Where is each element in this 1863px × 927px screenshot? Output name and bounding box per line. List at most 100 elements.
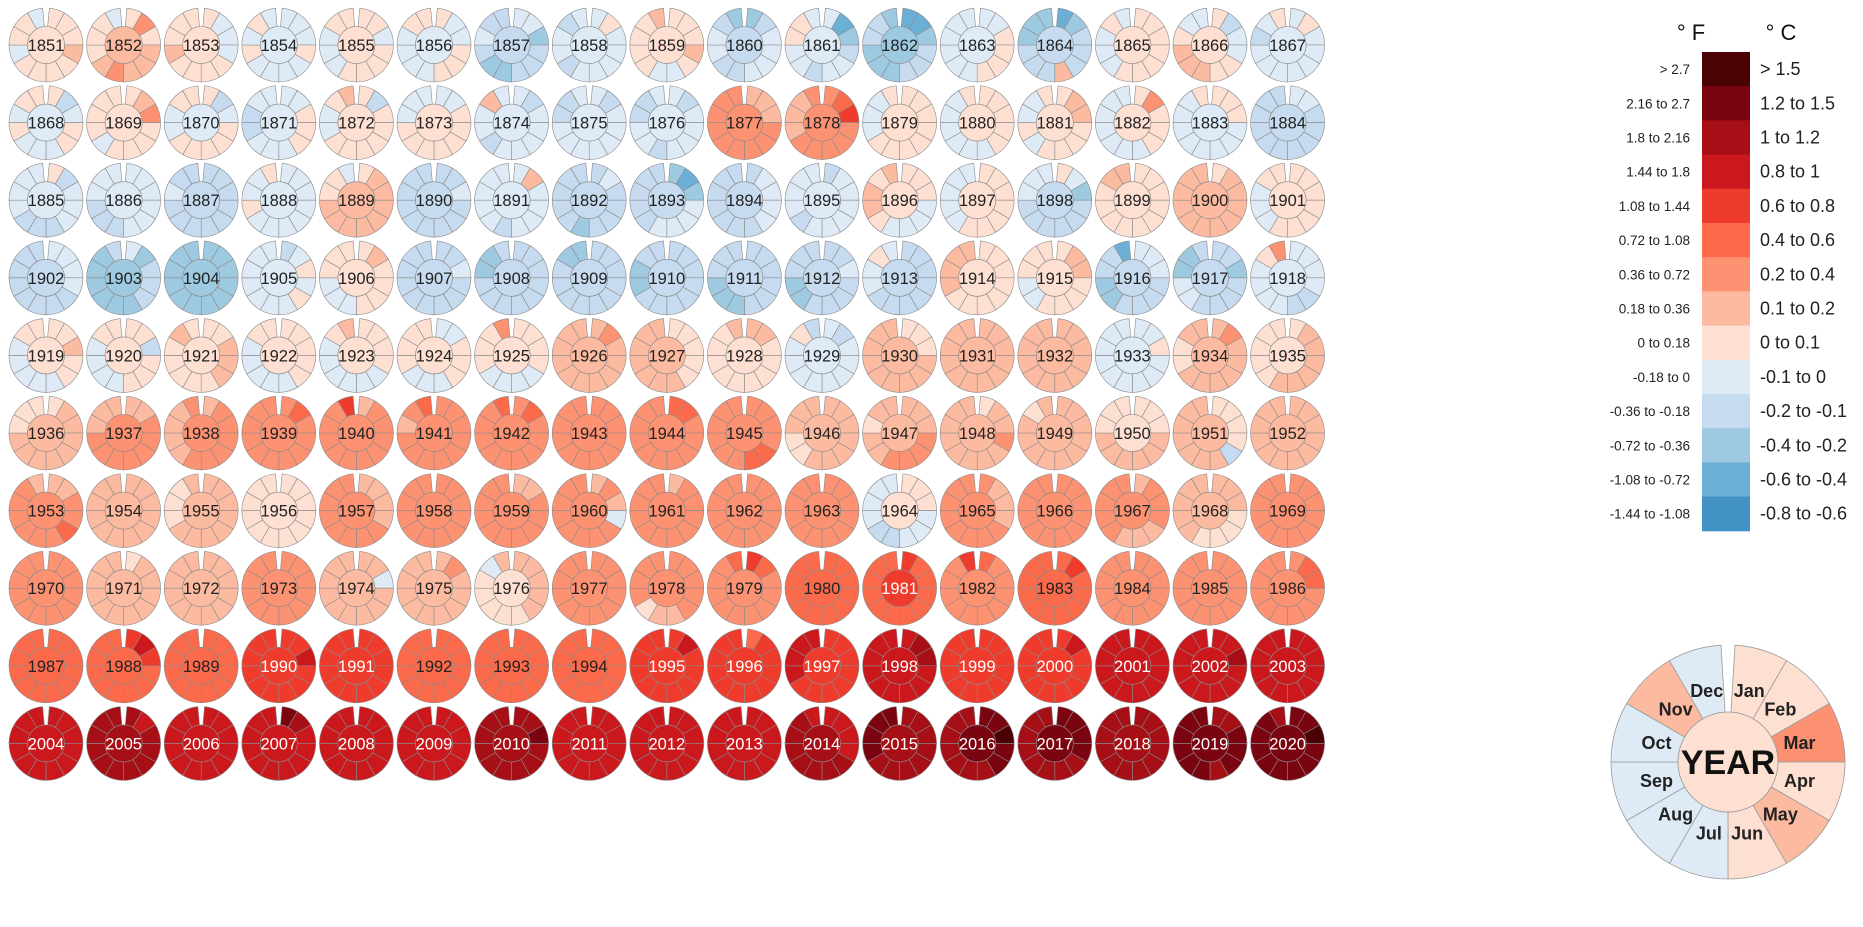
annual-center-1949 [1036, 414, 1074, 452]
year-label: 1979 [726, 580, 763, 598]
year-label: 2018 [1114, 735, 1151, 753]
annual-center-1933 [1113, 336, 1152, 375]
year-label: 1852 [105, 37, 142, 55]
year-label: 1988 [105, 658, 142, 676]
year-ring-2004: 2004 [8, 706, 84, 781]
year-label: 1989 [183, 658, 220, 676]
annual-center-1999 [958, 646, 997, 685]
year-ring-1990: 1990 [241, 628, 317, 704]
year-ring-1934: 1934 [1172, 318, 1248, 393]
annual-center-1951 [1191, 414, 1229, 452]
year-ring-1964: 1964 [862, 473, 937, 548]
year-ring-1894: 1894 [707, 163, 782, 238]
legend-label-celsius: 0 to 0.1 [1760, 333, 1820, 353]
legend-label-celsius: 1.2 to 1.5 [1760, 93, 1835, 113]
annual-center-1887 [182, 181, 220, 219]
year-ring-1890: 1890 [396, 163, 472, 238]
year-label: 1982 [959, 580, 996, 598]
year-ring-1874: 1874 [474, 85, 549, 160]
year-ring-1952: 1952 [1250, 395, 1325, 471]
year-ring-1904: 1904 [163, 240, 239, 316]
year-label: 1885 [28, 192, 65, 210]
year-ring-1931: 1931 [939, 318, 1015, 393]
year-ring-1860: 1860 [707, 7, 782, 83]
year-ring-1933: 1933 [1095, 318, 1170, 393]
year-ring-1868: 1868 [8, 85, 84, 160]
year-ring-1920: 1920 [86, 318, 161, 393]
year-ring-1921: 1921 [163, 318, 239, 393]
year-ring-1880: 1880 [939, 85, 1015, 160]
annual-center-1860 [725, 26, 764, 64]
year-ring-1866: 1866 [1172, 7, 1248, 83]
year-ring-1962: 1962 [707, 473, 782, 548]
year-label: 1894 [726, 192, 763, 210]
year-label: 1939 [260, 425, 297, 443]
annual-center-1896 [880, 181, 919, 219]
year-ring-1864: 1864 [1017, 7, 1093, 83]
year-ring-1882: 1882 [1095, 85, 1170, 160]
annual-center-1984 [1113, 569, 1152, 608]
year-ring-1959: 1959 [474, 473, 549, 548]
legend-rows: > 2.7 > 1.5 2.16 to 2.7 1.2 to 1.5 1.8 to 2.… [1610, 52, 1847, 532]
key-center-label: YEAR [1681, 744, 1775, 782]
year-label: 1910 [648, 270, 685, 288]
year-label: 1918 [1269, 270, 1306, 288]
year-ring-1942: 1942 [474, 395, 549, 471]
year-ring-1981: 1981 [862, 551, 937, 626]
year-label: 2002 [1192, 658, 1229, 676]
annual-center-2004 [27, 724, 65, 763]
annual-center-1943 [570, 414, 609, 452]
year-label: 1998 [881, 658, 918, 676]
year-ring-1872: 1872 [319, 85, 394, 160]
year-label: 2008 [338, 735, 375, 753]
year-ring-1948: 1948 [939, 395, 1015, 471]
legend-label-celsius: -0.8 to -0.6 [1760, 504, 1847, 524]
legend-label-fahrenheit: 1.44 to 1.8 [1626, 165, 1690, 180]
year-ring-1878: 1878 [784, 85, 860, 160]
year-label: 1965 [959, 503, 996, 521]
annual-center-1915 [1036, 258, 1074, 297]
year-ring-1906: 1906 [319, 240, 394, 316]
year-ring-1857: 1857 [474, 7, 549, 83]
year-ring-1885: 1885 [8, 163, 84, 238]
legend-label-fahrenheit: -0.18 to 0 [1633, 370, 1690, 385]
year-label: 1862 [881, 37, 918, 55]
annual-center-1903 [104, 258, 143, 297]
year-ring-1998: 1998 [862, 628, 937, 704]
year-label: 1957 [338, 503, 375, 521]
year-ring-1973: 1973 [241, 551, 317, 626]
legend-swatch [1702, 359, 1750, 395]
year-ring-1916: 1916 [1095, 240, 1170, 316]
year-label: 1868 [28, 115, 65, 133]
legend-label-celsius: 0.1 to 0.2 [1760, 299, 1835, 319]
year-ring-1909: 1909 [551, 240, 627, 316]
annual-center-1912 [803, 258, 841, 297]
year-label: 1902 [28, 270, 65, 288]
year-label: 2011 [571, 735, 606, 753]
annual-center-2010 [492, 724, 531, 763]
year-ring-1945: 1945 [707, 395, 782, 471]
annual-center-1960 [570, 491, 609, 530]
key-month-label: Oct [1642, 733, 1672, 753]
annual-center-1902 [27, 258, 65, 297]
annual-center-1905 [259, 258, 298, 297]
year-ring-1891: 1891 [474, 163, 549, 238]
annual-center-1910 [647, 258, 686, 297]
year-label: 1873 [416, 115, 453, 133]
year-label: 1940 [338, 425, 375, 443]
annual-center-2000 [1036, 646, 1074, 685]
year-ring-1963: 1963 [784, 473, 860, 548]
year-label: 1991 [338, 658, 375, 676]
annual-center-1992 [415, 646, 453, 685]
year-label: 1878 [804, 115, 841, 133]
annual-center-1942 [492, 414, 531, 452]
legend-label-celsius: -0.1 to 0 [1760, 367, 1826, 387]
year-label: 2013 [726, 735, 763, 753]
legend-label-fahrenheit: 2.16 to 2.7 [1626, 96, 1690, 111]
annual-center-1990 [259, 646, 298, 685]
year-label: 2016 [959, 735, 996, 753]
annual-center-1867 [1268, 26, 1307, 64]
annual-center-1925 [492, 336, 531, 375]
annual-center-1952 [1268, 414, 1307, 452]
